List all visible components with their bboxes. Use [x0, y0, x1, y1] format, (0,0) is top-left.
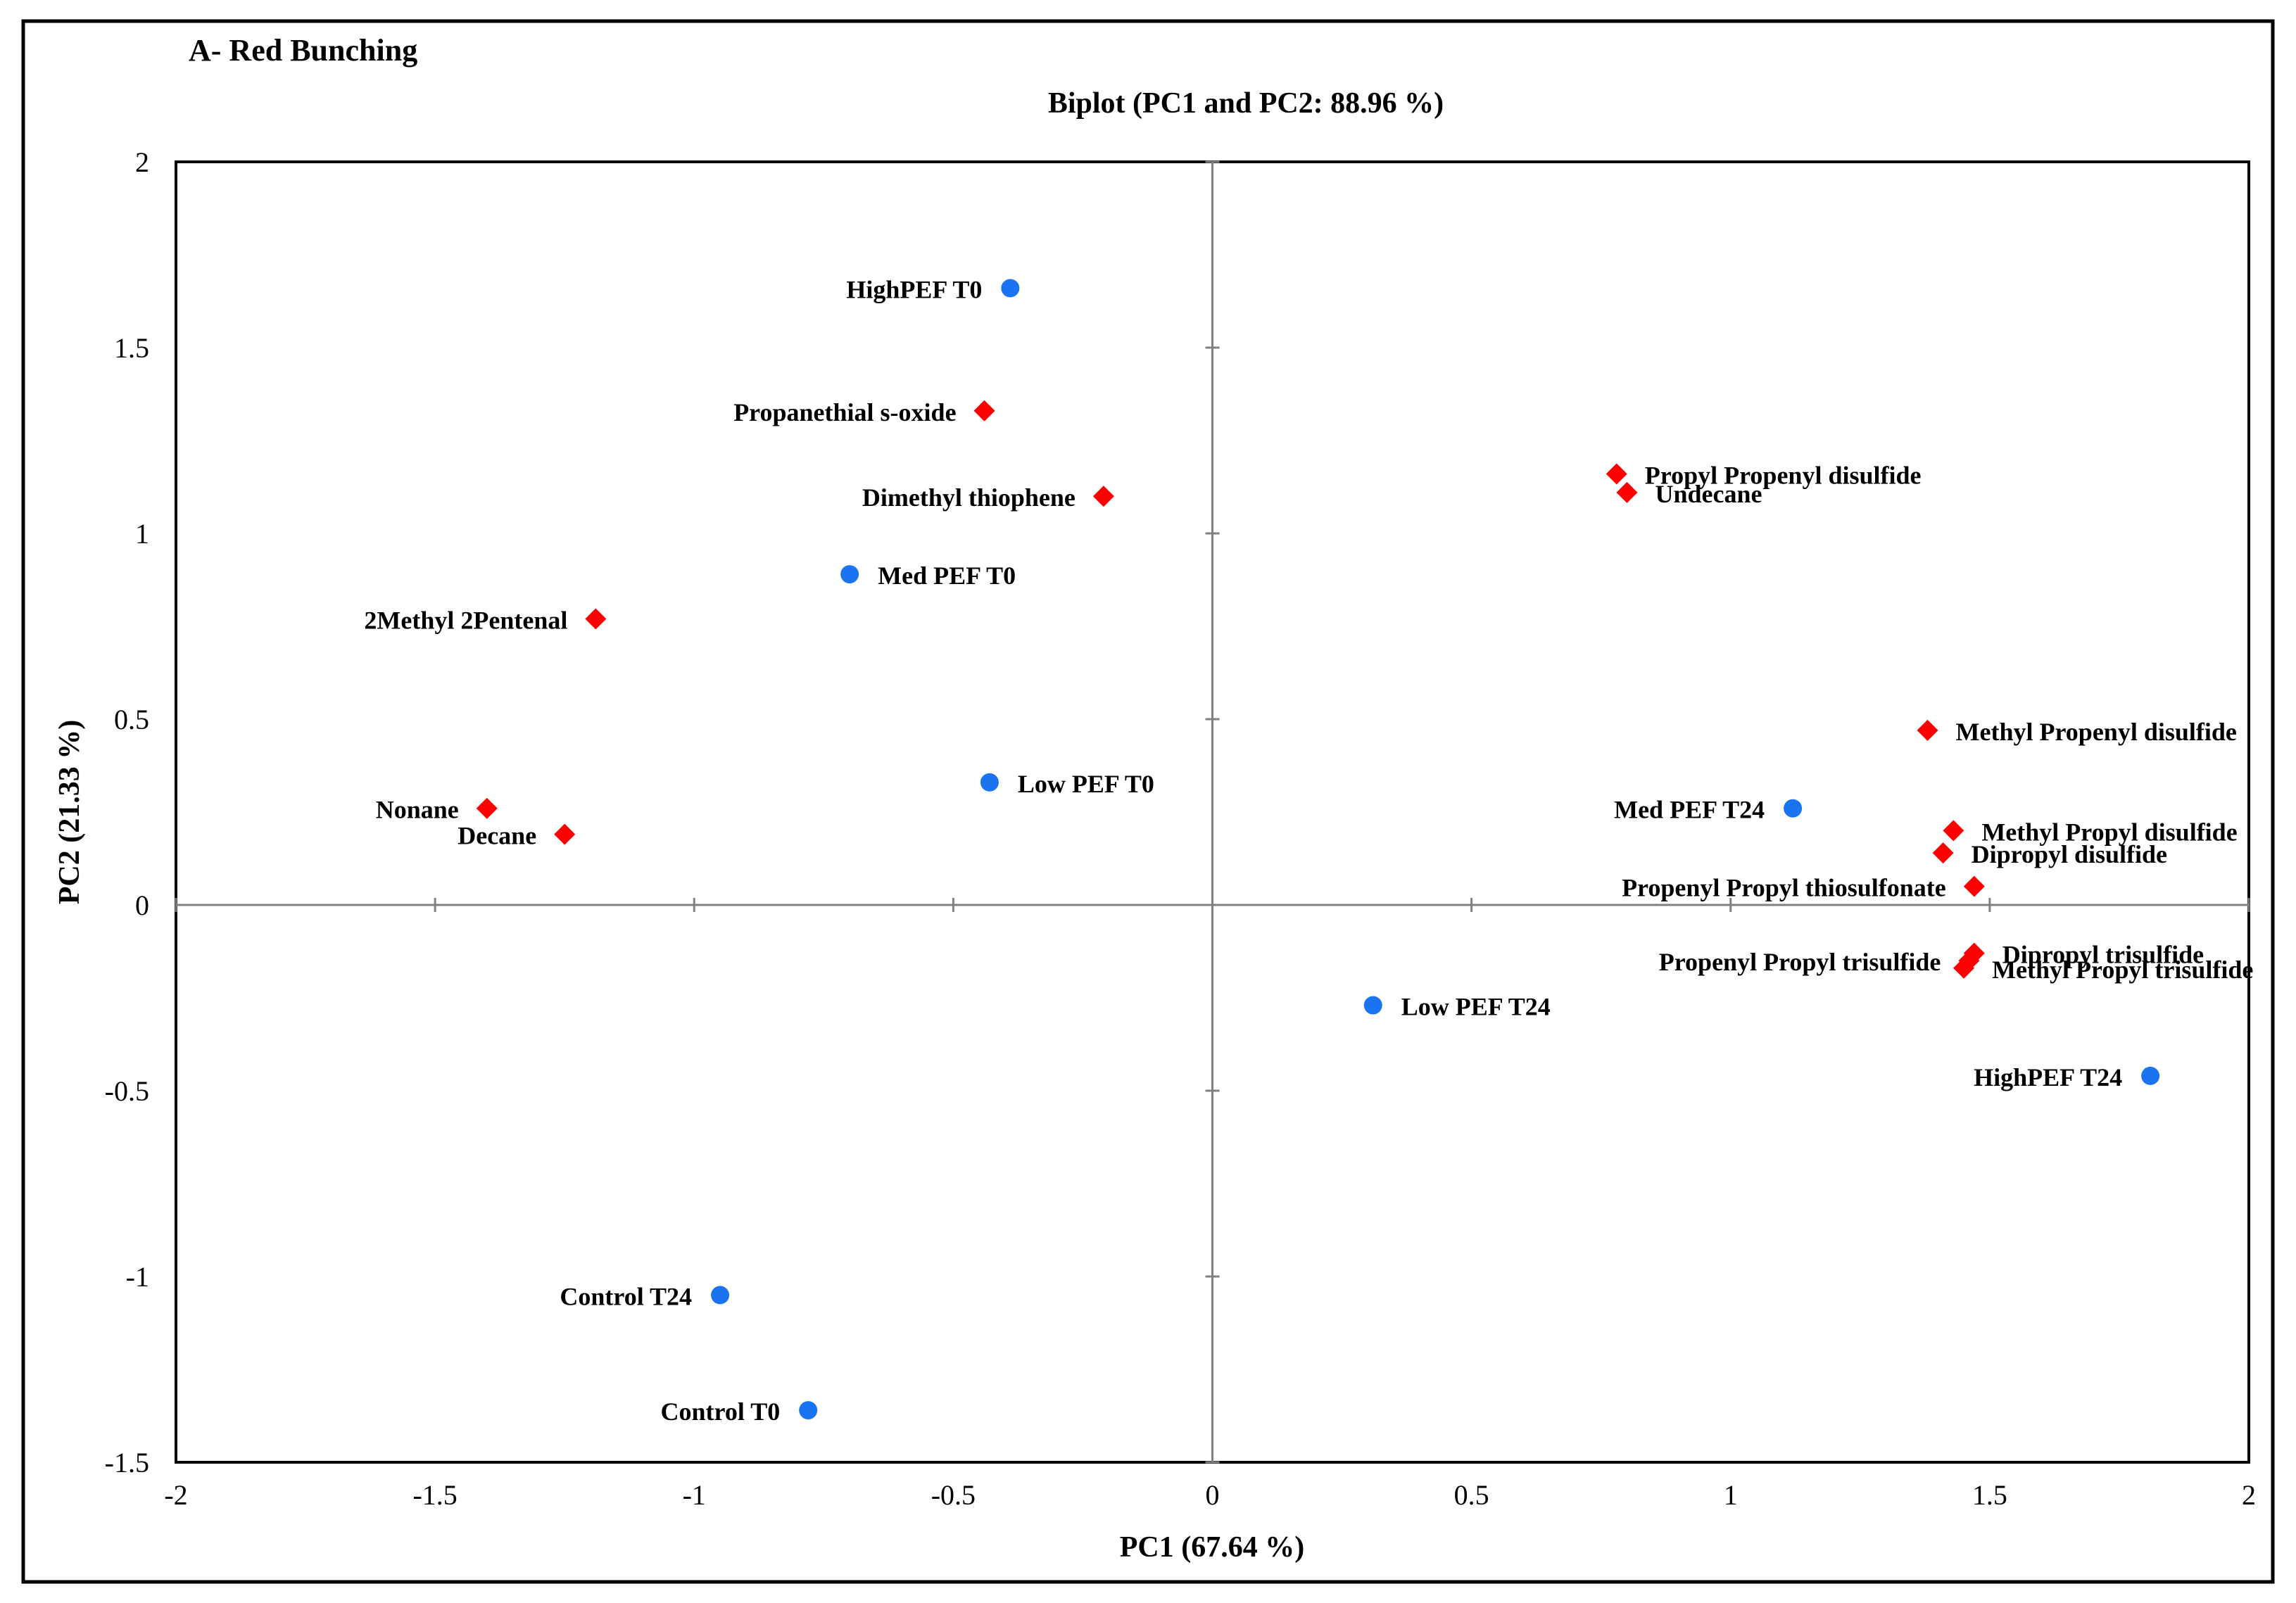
x-tick-label: 0 — [1206, 1479, 1220, 1511]
variable-label: Methyl Propenyl disulfide — [1956, 718, 2237, 746]
variable-label: Nonane — [376, 796, 459, 824]
observation-label: Med PEF T0 — [878, 562, 1016, 590]
variable-point — [1616, 481, 1638, 503]
panel-label: A- Red Bunching — [189, 33, 417, 68]
variable-point — [1917, 719, 1938, 741]
y-axis-title: PC2 (21.33 %) — [53, 720, 86, 904]
y-tick-label: -0.5 — [105, 1075, 149, 1107]
variable-label: 2Methyl 2Pentenal — [364, 606, 567, 634]
observation-point — [799, 1401, 818, 1420]
x-tick-label: 0.5 — [1454, 1479, 1489, 1511]
observation-label: Control T24 — [560, 1282, 692, 1310]
y-tick-label: 0 — [135, 889, 149, 921]
observation-label: HighPEF T24 — [1974, 1063, 2122, 1091]
variable-label: Propanethial s-oxide — [733, 398, 956, 426]
variable-label: Propenyl Propyl thiosulfonate — [1622, 874, 1946, 902]
variable-point — [1606, 463, 1627, 485]
x-tick-label: 2 — [2242, 1479, 2256, 1511]
variable-point — [1953, 957, 1975, 979]
x-tick-label: -1 — [683, 1479, 706, 1511]
observation-point — [980, 773, 999, 792]
variable-label: Dipropyl disulfide — [1972, 840, 2167, 868]
observation-point — [711, 1286, 730, 1305]
observation-label: Med PEF T24 — [1614, 796, 1765, 824]
x-tick-label: 1 — [1724, 1479, 1738, 1511]
observation-point — [1784, 799, 1803, 818]
variable-label: Dipropyl trisulfide — [2002, 941, 2204, 969]
x-axis-title: PC1 (67.64 %) — [1120, 1531, 1304, 1564]
variable-label: Methyl Propyl trisulfide — [1992, 956, 2253, 984]
y-tick-label: 2 — [135, 146, 149, 178]
variable-label: Propyl Propenyl disulfide — [1645, 462, 1922, 490]
ticks-layer: -2 -1.5 -1 -0.5 0 0.5 1 1.5 2 -1.5 -1 -0.5 0 0.5 1 1.5 2 — [105, 146, 2256, 1511]
variable-point — [1932, 842, 1954, 864]
observation-label: Control T0 — [661, 1398, 781, 1426]
y-tick-label: -1.5 — [105, 1447, 149, 1478]
observation-point — [1001, 279, 1020, 298]
x-tick-label: -0.5 — [931, 1479, 976, 1511]
variable-label: Methyl Propyl disulfide — [1981, 818, 2237, 846]
chart-title: Biplot (PC1 and PC2: 88.96 %) — [1048, 87, 1444, 120]
variable-label: Propenyl Propyl trisulfide — [1659, 948, 1941, 976]
variable-point — [585, 608, 607, 630]
observation-point — [2141, 1066, 2160, 1085]
y-tick-label: 0.5 — [114, 704, 149, 735]
variable-label: Decane — [458, 822, 536, 850]
x-tick-label: 1.5 — [1972, 1479, 2007, 1511]
y-tick-label: -1 — [126, 1261, 149, 1293]
variable-point — [554, 823, 576, 845]
observation-label: Low PEF T0 — [1018, 770, 1154, 798]
observation-label: Low PEF T24 — [1401, 993, 1551, 1021]
y-tick-label: 1.5 — [114, 332, 149, 364]
points-layer — [476, 279, 2160, 1420]
variable-point — [476, 797, 498, 819]
x-tick-label: -1.5 — [412, 1479, 457, 1511]
y-tick-label: 1 — [135, 518, 149, 550]
observation-label: HighPEF T0 — [846, 276, 982, 304]
point-labels-layer: HighPEF T0 Med PEF T0 Low PEF T0 Control T2… — [364, 276, 2253, 1426]
variable-point — [973, 400, 995, 422]
observation-point — [1363, 996, 1382, 1015]
x-tick-label: -2 — [164, 1479, 187, 1511]
variable-point — [1092, 486, 1114, 507]
variable-label: Dimethyl thiophene — [862, 483, 1076, 512]
variable-label: Undecane — [1655, 480, 1762, 508]
variable-point — [1963, 875, 1985, 897]
variable-point — [1943, 820, 1964, 842]
observation-point — [840, 565, 859, 584]
